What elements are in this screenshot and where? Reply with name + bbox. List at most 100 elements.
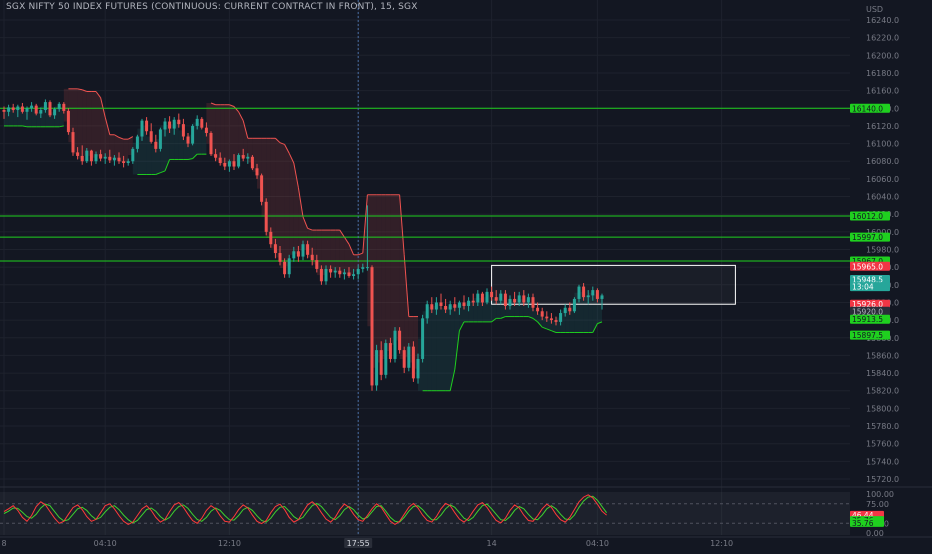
candle-body [2, 110, 6, 112]
candle-body [444, 305, 448, 310]
trend-band-fill [519, 298, 524, 317]
candle-body [154, 141, 158, 149]
candle-body [600, 295, 604, 299]
trend-band-fill [220, 104, 225, 165]
price-tick-label: 15840.0 [866, 369, 899, 378]
candle-body [393, 330, 397, 359]
trend-band-fill [165, 125, 170, 171]
oscillator-tag-label: 35.76 [852, 519, 874, 528]
price-tag [850, 330, 890, 340]
trend-band-fill [289, 153, 294, 255]
candle-body [563, 307, 567, 314]
candle-body [329, 268, 333, 273]
candle-body [342, 272, 346, 275]
candle-body [214, 154, 218, 158]
candle-body [462, 302, 466, 306]
trend-band-fill [13, 108, 18, 126]
trend-line-up [500, 316, 506, 319]
trend-band-fill [197, 123, 202, 155]
trend-band-fill [22, 110, 27, 127]
trend-band-fill [224, 104, 230, 164]
candle-body [43, 102, 47, 111]
trend-band-fill [270, 138, 276, 249]
candle-body [379, 350, 383, 375]
trend-line-up [454, 330, 460, 370]
price-tag-label: 15913.5 [852, 315, 883, 324]
trend-line-down [275, 137, 281, 144]
price-tag-label: 15965.0 [852, 262, 883, 271]
candle-body [48, 102, 52, 116]
trend-line-up [187, 158, 193, 160]
candle-body [255, 168, 259, 176]
candle-body [540, 311, 544, 317]
price-tick-label: 16180.0 [866, 69, 899, 78]
candle-body [522, 295, 526, 303]
trend-line-down [339, 229, 345, 238]
trend-band-fill [8, 108, 14, 126]
trend-band-fill [215, 104, 221, 161]
time-tick-label: 12:10 [710, 539, 733, 548]
trend-line-down [297, 187, 304, 217]
candle-body [347, 272, 351, 276]
price-tick-label: 16040.0 [866, 193, 899, 202]
trend-line-up [160, 170, 166, 174]
candle-body [11, 107, 15, 111]
candle-body [407, 346, 411, 368]
candle-body [517, 295, 521, 303]
candle-body [195, 118, 199, 126]
candle-body [439, 302, 443, 306]
candle-body [53, 109, 57, 116]
trend-line-up [449, 369, 456, 391]
candle-body [108, 156, 112, 161]
candle-body [241, 155, 245, 159]
candle-body [338, 270, 342, 275]
trend-band-fill [123, 139, 129, 163]
trend-band-fill [36, 111, 41, 127]
candle-body [421, 318, 425, 359]
trend-band-fill [583, 296, 589, 333]
trend-band-fill [105, 117, 110, 159]
candle-body [237, 155, 241, 167]
trend-band-fill [404, 254, 409, 358]
trend-band-fill [82, 89, 87, 156]
time-tick-label: 14 [487, 539, 497, 548]
candle-body [453, 304, 457, 308]
trend-band-fill [326, 230, 331, 271]
price-tag [850, 275, 890, 285]
price-tick-label: 15800.0 [866, 404, 899, 413]
candle-body [531, 297, 535, 308]
trend-band-fill [441, 307, 446, 391]
trend-line-up [551, 330, 557, 333]
trend-band-fill [330, 230, 336, 272]
price-tick-label: 16120.0 [866, 122, 899, 131]
candle-body [485, 291, 489, 303]
trend-line-down [279, 142, 285, 145]
candle-body [85, 150, 89, 162]
oscillator-tag-label: 46.44 [852, 511, 874, 520]
trend-line-down [403, 254, 410, 317]
candle-body [126, 161, 130, 163]
trend-line-down [210, 102, 216, 106]
candle-body [227, 161, 231, 167]
candle-body [20, 106, 24, 112]
candle-body [122, 161, 126, 163]
candle-body [549, 318, 553, 321]
candle-body [572, 298, 576, 312]
price-tick-label: 15740.0 [866, 457, 899, 466]
candle-body [71, 132, 75, 153]
candle-body [57, 103, 61, 110]
price-tag [850, 282, 890, 292]
trend-band-fill [284, 144, 290, 267]
trend-band-fill [385, 194, 391, 352]
candle-body [145, 120, 149, 132]
candle-body [554, 320, 558, 322]
crosshair-time-tag [344, 538, 373, 548]
trend-band-fill [280, 142, 285, 269]
trend-band-fill [339, 230, 345, 274]
trend-band-fill [376, 194, 382, 363]
price-axis-background [850, 0, 932, 550]
trend-line-up [528, 316, 534, 319]
trend-line-down [362, 194, 368, 254]
trend-band-fill [201, 130, 207, 155]
